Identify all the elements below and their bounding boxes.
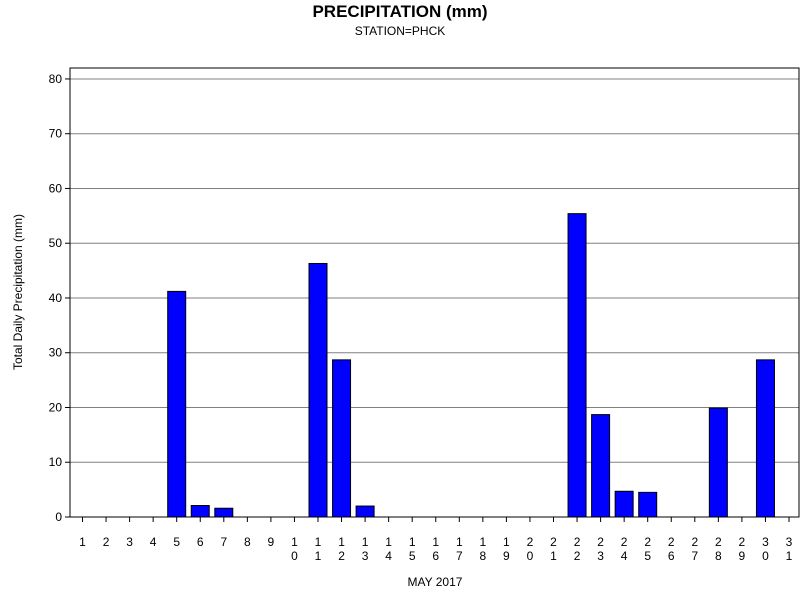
x-tick-label: 2 (338, 549, 345, 563)
y-tick-label: 80 (49, 72, 63, 86)
x-tick-label: 3 (597, 549, 604, 563)
x-tick-label: 2 (715, 535, 722, 549)
x-tick-label: 2 (644, 535, 651, 549)
x-tick-label: 1 (315, 549, 322, 563)
x-tick-label: 2 (103, 535, 110, 549)
x-tick-label: 4 (621, 549, 628, 563)
x-tick-label: 3 (786, 535, 793, 549)
x-tick-label: 9 (503, 549, 510, 563)
bar-day-12 (332, 359, 352, 518)
y-tick-label: 50 (49, 236, 63, 250)
x-tick-label: 2 (574, 535, 581, 549)
x-tick-label: 2 (668, 535, 675, 549)
x-tick-label: 1 (480, 535, 487, 549)
x-tick-label: 1 (786, 549, 793, 563)
bar-day-11 (308, 262, 328, 518)
x-tick-label: 1 (503, 535, 510, 549)
x-tick-label: 4 (150, 535, 157, 549)
x-tick-label: 5 (644, 549, 651, 563)
y-tick-label: 60 (49, 181, 63, 195)
x-tick-label: 8 (244, 535, 251, 549)
x-tick-label: 2 (527, 535, 534, 549)
x-tick-label: 7 (691, 549, 698, 563)
x-axis-ticks: 1 2 3 4 5 6 7 8 9 1011121314151617181920212223242… (79, 517, 793, 563)
x-tick-label: 1 (362, 535, 369, 549)
plot-area-frame (69, 67, 800, 518)
bar-day-28 (708, 407, 728, 518)
bar-day-22 (567, 213, 587, 518)
x-tick-label: 0 (291, 549, 298, 563)
bar-day-13 (355, 505, 375, 518)
x-tick-label: 8 (715, 549, 722, 563)
gridlines (70, 78, 799, 463)
y-axis-label: Total Daily Precipitation (mm) (11, 214, 25, 370)
y-tick-label: 0 (55, 510, 62, 524)
chart-subtitle: STATION=PHCK (355, 24, 446, 38)
x-tick-label: 8 (480, 549, 487, 563)
bar-day-7 (214, 507, 234, 518)
bar-day-23 (591, 414, 611, 518)
x-tick-label: 2 (621, 535, 628, 549)
x-tick-label: 1 (409, 535, 416, 549)
x-tick-label: 1 (79, 535, 86, 549)
x-tick-label: 3 (362, 549, 369, 563)
x-tick-label: 2 (574, 549, 581, 563)
y-tick-label: 40 (49, 291, 63, 305)
x-tick-label: 1 (291, 535, 298, 549)
x-tick-label: 3 (126, 535, 133, 549)
x-tick-label: 1 (550, 549, 557, 563)
bar-day-25 (638, 491, 658, 518)
x-tick-label: 1 (315, 535, 322, 549)
x-tick-label: 3 (762, 535, 769, 549)
x-tick-label: 4 (385, 549, 392, 563)
bar-day-5 (167, 290, 187, 518)
x-tick-label: 5 (173, 535, 180, 549)
y-tick-label: 30 (49, 346, 63, 360)
x-tick-label: 1 (385, 535, 392, 549)
x-tick-label: 6 (432, 549, 439, 563)
bar-day-24 (614, 490, 634, 518)
x-tick-label: 2 (597, 535, 604, 549)
y-tick-label: 20 (49, 400, 63, 414)
x-tick-label: 6 (668, 549, 675, 563)
bars (167, 213, 775, 518)
x-tick-label: 0 (527, 549, 534, 563)
x-tick-label: 6 (197, 535, 204, 549)
y-tick-label: 10 (49, 455, 63, 469)
bar-day-6 (190, 505, 210, 518)
chart-title: PRECIPITATION (mm) (312, 2, 487, 21)
y-axis-ticks: 0 10 20 30 40 50 60 70 80 (49, 72, 70, 524)
x-tick-label: 9 (268, 535, 275, 549)
x-tick-label: 2 (691, 535, 698, 549)
x-axis-label: MAY 2017 (408, 575, 463, 589)
x-tick-label: 9 (739, 549, 746, 563)
x-tick-label: 5 (409, 549, 416, 563)
x-tick-label: 1 (456, 535, 463, 549)
y-tick-label: 70 (49, 127, 63, 141)
x-tick-label: 1 (432, 535, 439, 549)
x-tick-label: 1 (338, 535, 345, 549)
x-tick-label: 2 (739, 535, 746, 549)
x-tick-label: 7 (220, 535, 227, 549)
bar-day-30 (755, 359, 775, 518)
x-tick-label: 7 (456, 549, 463, 563)
x-tick-label: 2 (550, 535, 557, 549)
x-tick-label: 0 (762, 549, 769, 563)
